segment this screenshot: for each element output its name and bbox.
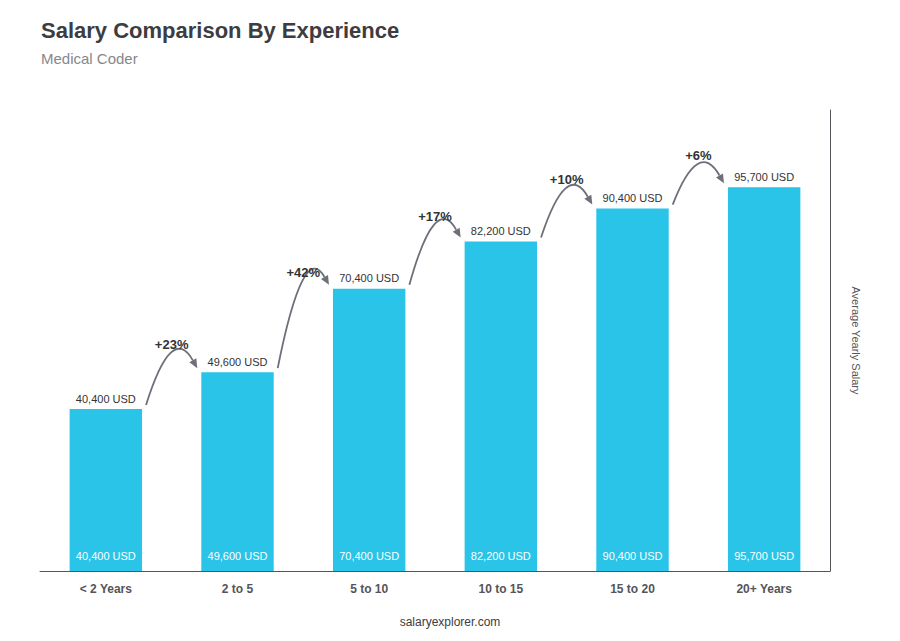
svg-text:70,400 USD: 70,400 USD [339,272,399,284]
svg-text:82,200 USD: 82,200 USD [471,225,531,237]
svg-text:15 to 20: 15 to 20 [610,582,655,596]
svg-text:+23%: +23% [155,337,189,352]
svg-text:+42%: +42% [287,265,321,280]
svg-text:49,600 USD: 49,600 USD [208,356,268,368]
svg-text:40,400 USD: 40,400 USD [76,393,136,405]
svg-text:95,700 USD: 95,700 USD [734,171,794,183]
svg-text:salaryexplorer.com: salaryexplorer.com [400,615,501,629]
svg-text:5 to 10: 5 to 10 [350,582,388,596]
svg-text:40,400 USD: 40,400 USD [76,550,136,562]
svg-text:+10%: +10% [550,172,584,187]
svg-text:Salary Comparison By Experienc: Salary Comparison By Experience [41,18,399,43]
svg-text:Average Yearly Salary: Average Yearly Salary [850,286,862,395]
svg-text:+17%: +17% [418,209,452,224]
svg-text:90,400 USD: 90,400 USD [603,192,663,204]
svg-text:82,200 USD: 82,200 USD [471,550,531,562]
svg-text:Medical Coder: Medical Coder [41,50,138,67]
svg-text:20+ Years: 20+ Years [736,582,792,596]
svg-text:90,400 USD: 90,400 USD [603,550,663,562]
svg-text:10 to 15: 10 to 15 [478,582,523,596]
svg-text:+6%: +6% [685,148,712,163]
svg-text:2 to 5: 2 to 5 [222,582,254,596]
svg-text:95,700 USD: 95,700 USD [734,550,794,562]
svg-text:70,400 USD: 70,400 USD [339,550,399,562]
svg-text:49,600 USD: 49,600 USD [208,550,268,562]
svg-text:< 2 Years: < 2 Years [80,582,132,596]
